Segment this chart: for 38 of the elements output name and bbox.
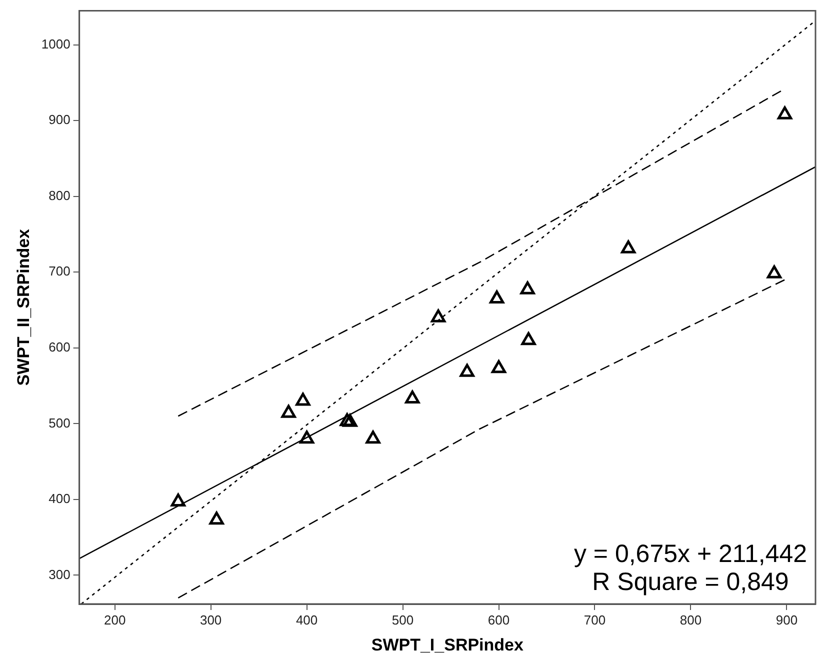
point: [766, 265, 782, 278]
y-tick-label: 800: [48, 188, 70, 203]
x-axis-title: SWPT_I_SRPindex: [371, 635, 524, 654]
x-tick-label: 800: [680, 612, 702, 628]
y-tick-label: 1000: [41, 36, 70, 52]
x-tick-label: 700: [584, 612, 606, 628]
point: [405, 390, 420, 404]
point: [281, 404, 296, 418]
y-tick-label: 400: [48, 491, 70, 506]
x-tick-label: 900: [776, 612, 798, 628]
y-tick-label: 700: [48, 264, 70, 279]
point: [342, 414, 358, 427]
point: [520, 281, 535, 294]
x-tick-label: 400: [296, 612, 318, 628]
point: [340, 413, 354, 426]
point: [491, 360, 506, 374]
point: [299, 430, 314, 444]
x-tick-label: 600: [488, 612, 510, 628]
annotation: R Square = 0,849: [592, 568, 789, 596]
point: [621, 240, 636, 254]
point: [170, 493, 186, 506]
point: [777, 106, 792, 120]
point: [209, 512, 224, 525]
y-tick-label: 500: [48, 415, 70, 430]
point: [521, 332, 536, 346]
y-tick-label: 300: [48, 566, 70, 582]
y-tick-label: 600: [48, 340, 70, 355]
x-tick-label: 500: [392, 612, 414, 628]
point: [460, 364, 474, 377]
point: [490, 290, 504, 304]
point: [296, 392, 310, 406]
point: [366, 430, 380, 444]
y-tick-label: 900: [48, 112, 70, 128]
x-tick-label: 300: [200, 612, 222, 628]
annotation: y = 0,675x + 211,442: [574, 540, 808, 568]
y-axis-title: SWPT_II_SRPindex: [14, 228, 33, 386]
point: [430, 309, 446, 322]
x-tick-label: 200: [104, 612, 126, 628]
